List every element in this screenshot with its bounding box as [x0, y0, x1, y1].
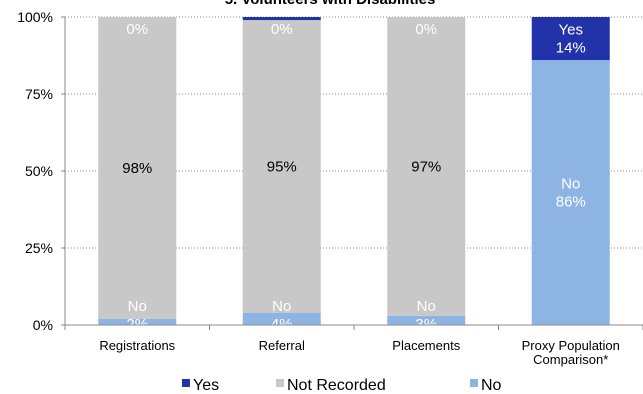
bar-segment-yes	[531, 17, 610, 61]
data-label: 98%	[122, 160, 152, 177]
bar-segment-not-recorded	[98, 17, 177, 319]
data-label: No 2%	[126, 298, 148, 333]
data-label: 0%	[271, 21, 293, 38]
y-tick-label: 25%	[25, 240, 53, 256]
data-label: 0%	[415, 21, 437, 38]
legend-label: No	[481, 377, 502, 394]
bar-segment-not-recorded	[242, 20, 321, 313]
legend-item-yes: Yes	[182, 377, 219, 394]
data-label: 97%	[411, 158, 441, 175]
bar-segment-no	[387, 315, 466, 325]
legend-label: Not Recorded	[287, 377, 386, 394]
bar-segment-no	[531, 60, 610, 326]
y-tick-label: 100%	[17, 9, 53, 25]
data-label: No 86%	[556, 176, 586, 211]
data-label: 95%	[267, 158, 297, 175]
data-label: No 4%	[271, 298, 293, 333]
legend-swatch	[470, 379, 478, 387]
legend-swatch	[182, 379, 190, 387]
data-label: No 3%	[415, 298, 437, 333]
y-tick-label: 50%	[25, 163, 53, 179]
bar-segment-yes	[242, 17, 321, 21]
bar-segment-no	[98, 318, 177, 325]
legend-item-not-recorded: Not Recorded	[276, 377, 386, 394]
legend-swatch	[276, 379, 284, 387]
x-category-label: Proxy Population Comparison*	[522, 338, 620, 367]
x-category-label: Placements	[392, 338, 460, 353]
data-label: 0%	[126, 21, 148, 38]
y-tick-label: 75%	[25, 86, 53, 102]
x-category-label: Referral	[259, 338, 305, 353]
legend-label: Yes	[193, 377, 219, 394]
bar-segment-not-recorded	[387, 17, 466, 316]
legend-item-no: No	[470, 377, 502, 394]
x-category-label: Registrations	[99, 338, 175, 353]
bar-segment-no	[242, 312, 321, 325]
y-tick-label: 0%	[33, 317, 53, 333]
data-label: Yes 14%	[556, 22, 586, 57]
chart-title: 5. Volunteers with Disabilities	[225, 0, 436, 8]
